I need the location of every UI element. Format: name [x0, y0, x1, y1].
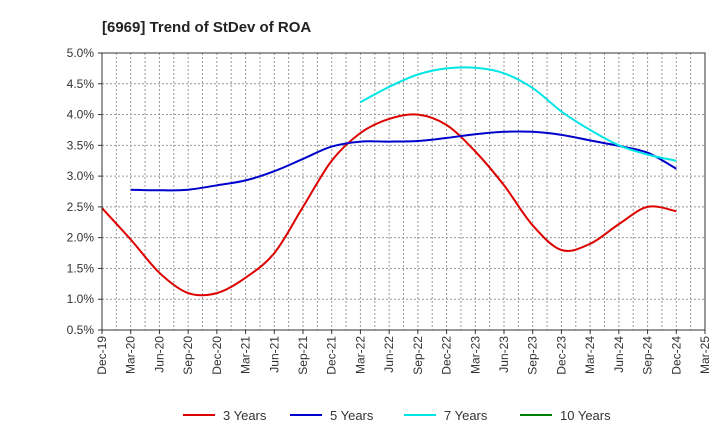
- y-tick-label: 2.0%: [67, 231, 95, 245]
- y-tick-label: 3.0%: [67, 169, 95, 183]
- x-tick-label: Jun-23: [497, 336, 511, 373]
- legend-label-3-years: 3 Years: [223, 408, 267, 423]
- x-tick-label: Sep-23: [526, 336, 540, 375]
- y-tick-label: 3.5%: [67, 138, 95, 152]
- x-tick-label: Sep-22: [411, 336, 425, 375]
- x-tick-label: Dec-22: [440, 336, 454, 375]
- x-tick-label: Mar-20: [124, 336, 138, 374]
- series-line-3-years: [101, 113, 677, 297]
- x-tick-label: Dec-21: [325, 336, 339, 375]
- x-tick-label: Dec-20: [210, 336, 224, 375]
- y-tick-label: 4.5%: [67, 77, 95, 91]
- y-tick-label: 5.0%: [67, 46, 95, 60]
- x-tick-label: Mar-22: [353, 336, 367, 374]
- series-line-5-years: [130, 130, 677, 192]
- series-line-7-years: [359, 66, 677, 162]
- legend: 3 Years 5 Years 7 Years 10 Years: [183, 408, 611, 423]
- legend-label-7-years: 7 Years: [444, 408, 488, 423]
- series-lines: [101, 66, 677, 297]
- x-tick-label: Sep-21: [296, 336, 310, 375]
- y-tick-label: 1.5%: [67, 261, 95, 275]
- x-tick-label: Mar-23: [468, 336, 482, 374]
- chart-title: [6969] Trend of StDev of ROA: [102, 19, 311, 36]
- plot-area: [101, 52, 706, 331]
- legend-label-5-years: 5 Years: [330, 408, 374, 423]
- x-tick-label: Mar-25: [698, 336, 712, 374]
- y-tick-label: 1.0%: [67, 292, 95, 306]
- x-axis-ticks: Dec-19 Mar-20 Jun-20 Sep-20 Dec-20 Mar-21 Jun-…: [95, 330, 712, 375]
- x-tick-label: Sep-24: [641, 336, 655, 375]
- y-axis-ticks: 0.5% 1.0% 1.5% 2.0% 2.5% 3.0% 3.5% 4.0% 4.5% 5.0%: [67, 46, 102, 337]
- legend-label-10-years: 10 Years: [560, 408, 611, 423]
- grid: [102, 53, 705, 330]
- y-tick-label: 0.5%: [67, 323, 95, 337]
- x-tick-label: Jun-20: [152, 336, 166, 373]
- x-tick-label: Jun-22: [382, 336, 396, 373]
- x-tick-label: Dec-23: [554, 336, 568, 375]
- x-tick-label: Mar-21: [239, 336, 253, 374]
- x-tick-label: Dec-24: [669, 336, 683, 375]
- x-tick-label: Sep-20: [181, 336, 195, 375]
- y-tick-label: 4.0%: [67, 108, 95, 122]
- x-tick-label: Jun-21: [267, 336, 281, 373]
- y-tick-label: 2.5%: [67, 200, 95, 214]
- x-tick-label: Mar-24: [583, 336, 597, 374]
- x-tick-label: Dec-19: [95, 336, 109, 375]
- x-tick-label: Jun-24: [612, 336, 626, 373]
